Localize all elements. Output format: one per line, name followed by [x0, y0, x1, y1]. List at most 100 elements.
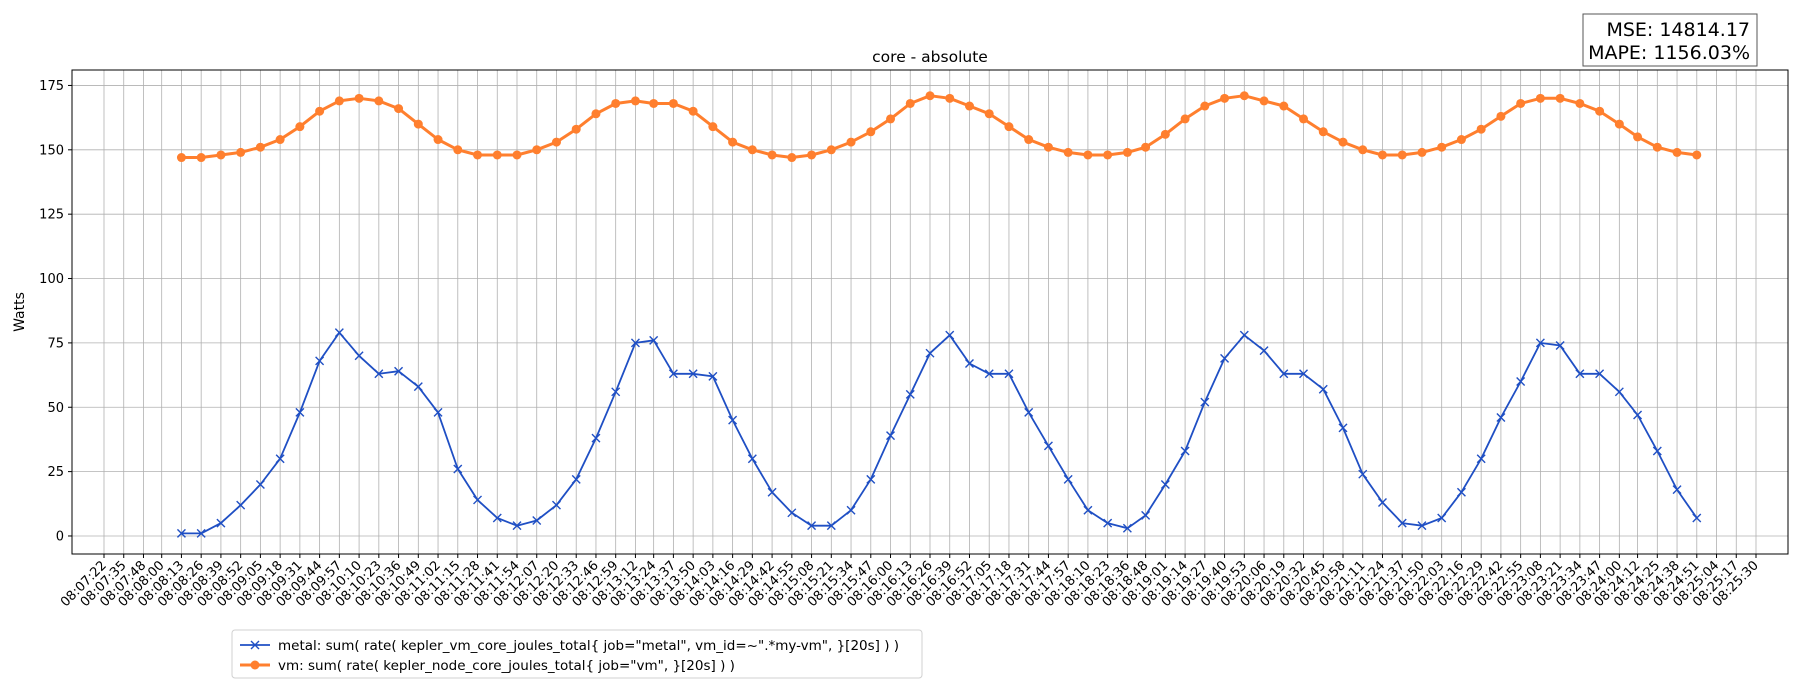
data-point: [925, 91, 935, 101]
data-point-stroke: [354, 351, 364, 361]
data-point: [394, 104, 404, 114]
data-point: [1043, 441, 1053, 451]
data-point: [611, 387, 621, 397]
data-point: [551, 500, 561, 510]
data-point: [925, 348, 935, 358]
data-point: [1220, 353, 1230, 363]
data-point-stroke: [512, 521, 522, 531]
data-point-stroke: [984, 369, 994, 379]
axis-ticks: 08:07:2208:07:3508:07:4808:08:0008:08:13…: [39, 79, 1762, 610]
data-point: [413, 119, 423, 129]
data-point: [1535, 338, 1545, 348]
data-point-stroke: [630, 338, 640, 348]
data-point: [1516, 377, 1526, 387]
data-point: [826, 145, 836, 155]
data-point-stroke: [1122, 523, 1132, 533]
data-point: [1122, 147, 1132, 157]
data-point-stroke: [1555, 340, 1565, 350]
legend-frame: [231, 629, 923, 679]
stats-mse: MSE: 14814.17: [1606, 19, 1750, 41]
data-point: [945, 330, 955, 340]
data-point: [1160, 479, 1170, 489]
data-point: [1220, 93, 1230, 103]
data-point: [433, 135, 443, 145]
data-point-stroke: [747, 454, 757, 464]
data-point: [492, 513, 502, 523]
data-point: [1200, 101, 1210, 111]
data-point-stroke: [1259, 346, 1269, 356]
data-point: [453, 145, 463, 155]
data-point-stroke: [1672, 485, 1682, 495]
data-point-stroke: [591, 433, 601, 443]
stats-box-frame: [1582, 13, 1758, 67]
data-point-stroke: [1043, 441, 1053, 451]
data-point-stroke: [275, 454, 285, 464]
data-point: [630, 96, 640, 106]
data-point: [196, 528, 206, 538]
data-point-stroke: [1535, 338, 1545, 348]
data-point-stroke: [1063, 474, 1073, 484]
data-point: [1672, 485, 1682, 495]
data-point: [767, 150, 777, 160]
data-point: [1652, 446, 1662, 456]
data-point: [354, 351, 364, 361]
data-point: [236, 147, 246, 157]
data-point-stroke: [453, 464, 463, 474]
data-point-stroke: [1299, 369, 1309, 379]
data-point: [866, 127, 876, 137]
data-point: [591, 433, 601, 443]
data-point: [1516, 98, 1526, 108]
data-point-stroke: [1377, 498, 1387, 508]
data-point: [767, 487, 777, 497]
series-metal: [176, 328, 1702, 538]
data-point: [315, 356, 325, 366]
y-tick-label: 175: [39, 79, 64, 94]
data-point-stroke: [905, 389, 915, 399]
data-point: [1318, 384, 1328, 394]
data-point: [787, 153, 797, 163]
data-point-stroke: [1239, 330, 1249, 340]
data-point: [1141, 510, 1151, 520]
data-point: [394, 366, 404, 376]
data-point-stroke: [787, 508, 797, 518]
data-point: [1614, 387, 1624, 397]
data-point-stroke: [1318, 384, 1328, 394]
data-point: [984, 109, 994, 119]
data-point: [591, 109, 601, 119]
grid-lines: [72, 70, 1788, 554]
data-point-stroke: [925, 348, 935, 358]
series-layer: [176, 91, 1702, 538]
y-tick-label: 0: [56, 529, 64, 544]
y-tick-label: 50: [47, 401, 64, 416]
data-point: [1004, 369, 1014, 379]
data-point: [728, 415, 738, 425]
data-point-stroke: [1279, 369, 1289, 379]
data-point: [668, 98, 678, 108]
data-point: [374, 369, 384, 379]
data-point-stroke: [1024, 407, 1034, 417]
data-point: [807, 150, 817, 160]
data-point: [787, 508, 797, 518]
data-point: [334, 96, 344, 106]
data-point: [807, 521, 817, 531]
legend-items: metal: sum( rate( kepler_vm_core_joules_…: [240, 638, 899, 674]
data-point: [216, 150, 226, 160]
data-point: [1043, 142, 1053, 152]
data-point-stroke: [945, 330, 955, 340]
data-point: [176, 153, 186, 163]
data-point-stroke: [250, 640, 260, 650]
data-point: [1595, 106, 1605, 116]
data-point: [1200, 397, 1210, 407]
data-point-stroke: [1476, 454, 1486, 464]
data-point: [1595, 369, 1605, 379]
data-point: [846, 505, 856, 515]
data-point-stroke: [649, 335, 659, 345]
data-point: [295, 407, 305, 417]
data-point: [1377, 150, 1387, 160]
y-tick-label: 100: [39, 272, 64, 287]
data-point: [196, 153, 206, 163]
data-point: [649, 98, 659, 108]
data-point: [413, 382, 423, 392]
data-point-stroke: [1575, 369, 1585, 379]
